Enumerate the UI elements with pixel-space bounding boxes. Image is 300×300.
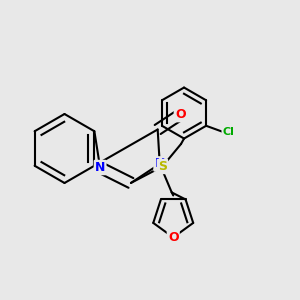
Text: O: O bbox=[168, 231, 178, 244]
Text: N: N bbox=[95, 161, 105, 174]
Text: O: O bbox=[175, 108, 185, 121]
Text: Cl: Cl bbox=[223, 127, 235, 137]
Text: S: S bbox=[158, 160, 167, 173]
Text: N: N bbox=[154, 158, 165, 170]
